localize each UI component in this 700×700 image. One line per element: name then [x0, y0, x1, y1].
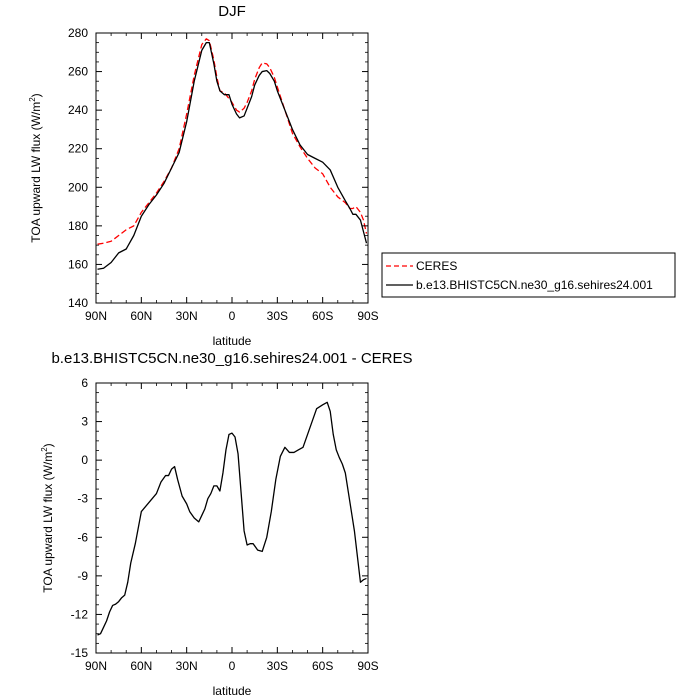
bottom-x-tick-label: 90N	[85, 659, 107, 673]
bottom-x-tick-label: 60S	[312, 659, 333, 673]
top-x-tick-label: 30N	[176, 309, 198, 323]
top-chart: DJF 140 160 180 200 220 240 260 280 90N 60N 30N 0 30…	[28, 3, 676, 348]
bottom-x-axis-label: latitude	[213, 684, 252, 698]
bottom-y-tick-label: -9	[77, 569, 88, 583]
top-y-tick-label: 200	[68, 180, 88, 194]
bottom-y-axis-label-tail: )	[41, 443, 55, 447]
bottom-x-tick-label: 30S	[267, 659, 288, 673]
bottom-y-tick-label: -3	[77, 492, 88, 506]
bottom-y-tick-label: -12	[71, 607, 89, 621]
bottom-x-tick-label: 60N	[130, 659, 152, 673]
legend-label-model: b.e13.BHISTC5CN.ne30_g16.sehires24.001	[416, 278, 653, 292]
top-x-tick-label: 60N	[130, 309, 152, 323]
bottom-y-tick-label: 0	[81, 453, 88, 467]
top-x-tick-label: 90N	[85, 309, 107, 323]
top-y-tick-label: 260	[68, 65, 88, 79]
top-y-tick-label: 220	[68, 142, 88, 156]
bottom-x-tick-label: 90S	[357, 659, 378, 673]
top-plot-frame	[95, 32, 369, 304]
top-y-tick-label: 140	[68, 296, 88, 310]
legend-box	[381, 252, 676, 298]
bottom-x-tick-label: 0	[229, 659, 236, 673]
top-ticks-layer: 140 160 180 200 220 240 260 280 90N 60N 30N 0 30S 60S…	[68, 26, 379, 323]
bottom-x-tick-label: 30N	[176, 659, 198, 673]
top-series-line-0	[97, 38, 368, 245]
bottom-series-layer	[97, 401, 367, 636]
top-x-axis-label: latitude	[213, 334, 252, 348]
top-x-tick-label: 60S	[312, 309, 333, 323]
top-y-axis-label: TOA upward LW flux (W/m2)	[28, 93, 43, 242]
top-x-tick-label: 0	[229, 309, 236, 323]
bottom-ticks-layer: -15 -12 -9 -6 -3 0 3 6 90N 60N 30N 0 30S 60S 90S	[71, 376, 379, 673]
bottom-chart: b.e13.BHISTC5CN.ne30_g16.sehires24.001 -…	[40, 350, 413, 698]
legend: CERES b.e13.BHISTC5CN.ne30_g16.sehires24…	[381, 252, 676, 298]
top-series-line-1	[97, 41, 368, 270]
top-y-axis-label-tail: )	[29, 93, 43, 97]
top-x-tick-label: 90S	[357, 309, 378, 323]
bottom-y-tick-label: -15	[71, 646, 89, 660]
bottom-y-tick-label: 6	[81, 376, 88, 390]
top-x-tick-label: 30S	[267, 309, 288, 323]
top-y-tick-label: 240	[68, 103, 88, 117]
bottom-y-tick-label: -6	[77, 530, 88, 544]
top-y-tick-label: 160	[68, 257, 88, 271]
bottom-chart-title: b.e13.BHISTC5CN.ne30_g16.sehires24.001 -…	[51, 350, 412, 367]
bottom-y-tick-label: 3	[81, 415, 88, 429]
bottom-y-axis-label-sup: 2	[40, 447, 49, 452]
legend-label-ceres: CERES	[416, 259, 457, 273]
top-y-tick-label: 280	[68, 26, 88, 40]
top-series-layer	[97, 38, 368, 270]
bottom-y-axis-label: TOA upward LW flux (W/m2)	[40, 443, 55, 592]
bottom-y-axis-label-main: TOA upward LW flux (W/m	[41, 452, 55, 593]
top-y-axis-label-sup: 2	[28, 97, 37, 102]
bottom-plot-frame	[95, 382, 369, 654]
top-y-tick-label: 180	[68, 219, 88, 233]
top-chart-title: DJF	[218, 3, 246, 20]
bottom-series-line-0	[97, 401, 367, 636]
top-y-axis-label-main: TOA upward LW flux (W/m	[29, 102, 43, 243]
